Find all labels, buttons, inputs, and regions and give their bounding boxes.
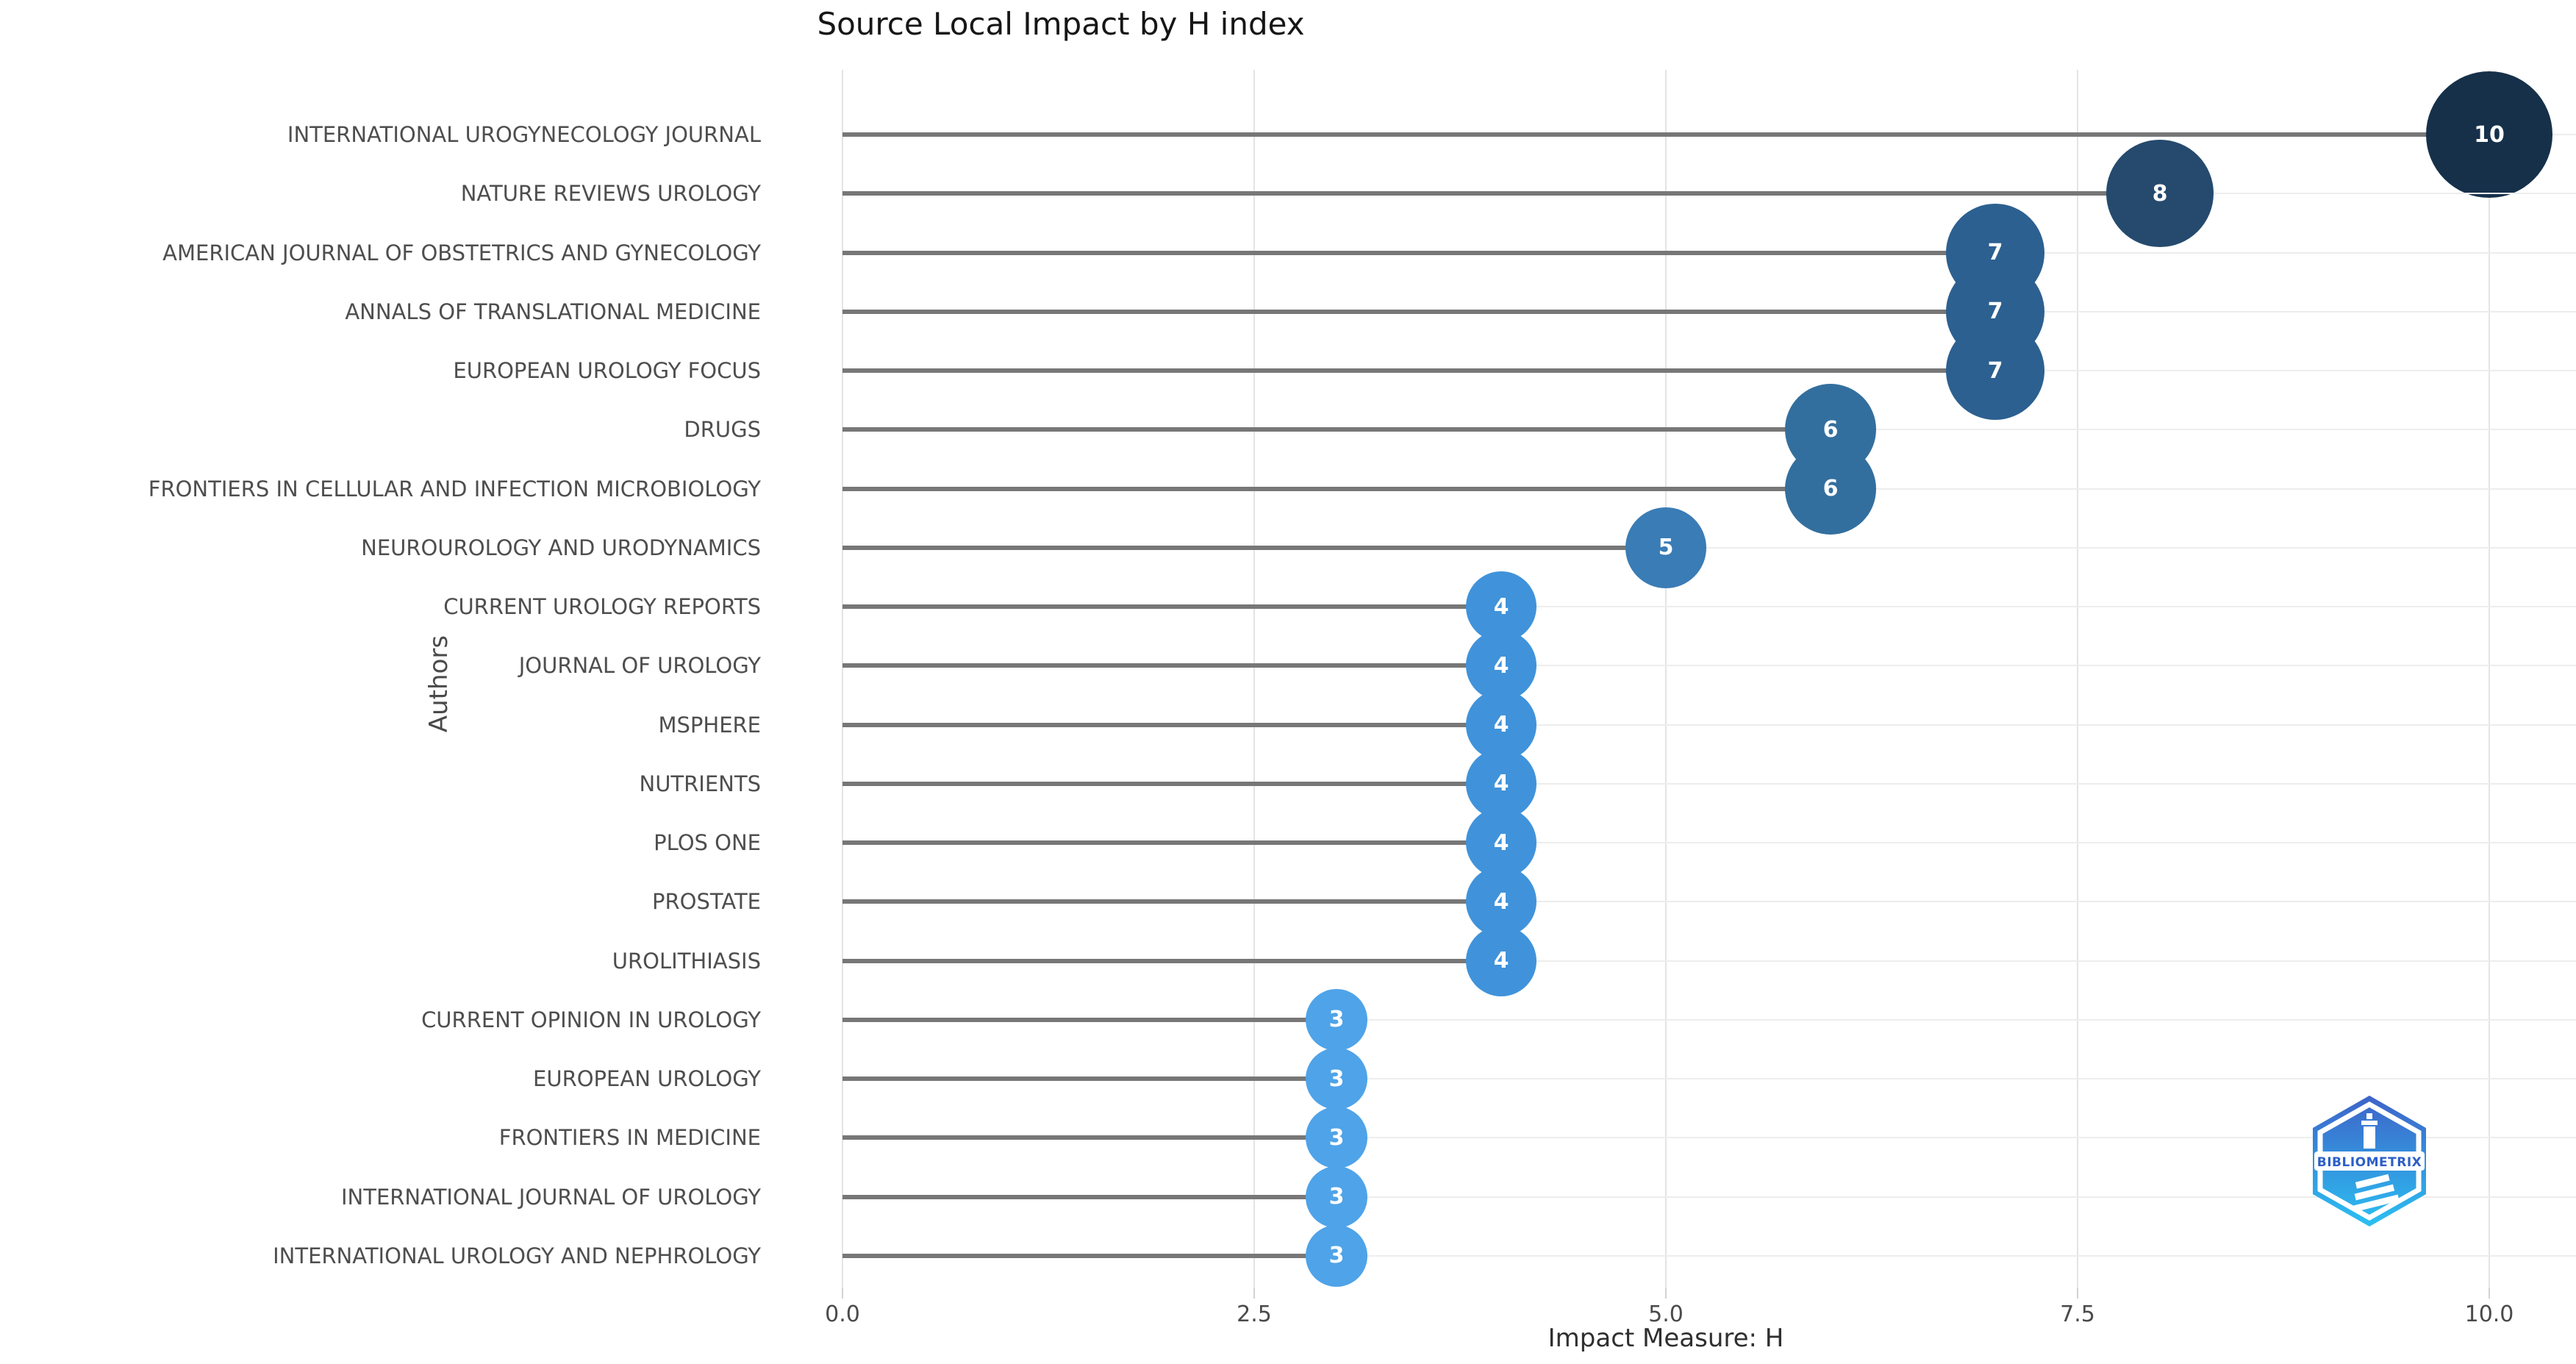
category-label: PROSTATE xyxy=(652,889,761,915)
x-tick-label: 5.0 xyxy=(1648,1301,1684,1327)
category-label: DRUGS xyxy=(684,417,761,443)
lollipop-stem xyxy=(842,191,2160,196)
x-axis-title: Impact Measure: H xyxy=(1548,1324,1784,1353)
lighthouse-icon xyxy=(2353,1113,2400,1213)
lollipop-stem xyxy=(842,1135,1337,1140)
category-label: NUTRIENTS xyxy=(639,771,761,796)
category-label: EUROPEAN UROLOGY FOCUS xyxy=(453,358,761,384)
bibliometrix-logo-hexagon: BIBLIOMETRIX xyxy=(2313,1096,2426,1226)
category-label: NATURE REVIEWS UROLOGY xyxy=(460,181,761,207)
y-gridline xyxy=(842,901,2576,903)
lollipop-stem xyxy=(842,722,1501,727)
y-gridline xyxy=(842,1196,2576,1198)
y-gridline xyxy=(842,842,2576,844)
x-gridline xyxy=(842,70,843,1288)
data-point[interactable]: 4 xyxy=(1466,630,1536,701)
data-point[interactable]: 3 xyxy=(1306,988,1367,1051)
data-point[interactable]: 4 xyxy=(1466,748,1536,819)
data-point[interactable]: 4 xyxy=(1466,866,1536,938)
data-point[interactable]: 7 xyxy=(1946,321,2044,421)
category-label: AMERICAN JOURNAL OF OBSTETRICS AND GYNEC… xyxy=(162,240,761,265)
lollipop-stem xyxy=(842,486,1831,491)
data-point[interactable]: 8 xyxy=(2106,140,2214,248)
x-tick-label: 2.5 xyxy=(1237,1301,1272,1327)
x-gridline xyxy=(1665,70,1667,1288)
chart-title: Source Local Impact by H index xyxy=(817,6,1305,42)
category-label: FRONTIERS IN CELLULAR AND INFECTION MICR… xyxy=(148,476,761,501)
y-gridline xyxy=(842,546,2576,549)
lollipop-stem xyxy=(842,309,1995,314)
data-point[interactable]: 5 xyxy=(1625,507,1706,588)
lollipop-stem xyxy=(842,1017,1337,1022)
lollipop-stem xyxy=(842,132,2489,137)
data-point[interactable]: 10 xyxy=(2426,71,2552,198)
lollipop-stem xyxy=(842,427,1831,432)
x-gridline xyxy=(2077,70,2078,1288)
x-tick-mark xyxy=(1665,1288,1667,1299)
x-tick-mark xyxy=(842,1288,843,1299)
lollipop-stem xyxy=(842,368,1995,374)
x-gridline xyxy=(2489,70,2490,1288)
lollipop-stem xyxy=(842,1076,1337,1082)
category-label: JOURNAL OF UROLOGY xyxy=(518,653,761,679)
bibliometrix-logo: BIBLIOMETRIX xyxy=(2308,1096,2430,1229)
lollipop-stem xyxy=(842,958,1501,963)
x-gridline xyxy=(1253,70,1255,1288)
data-point[interactable]: 6 xyxy=(1785,443,1876,535)
category-label: PLOS ONE xyxy=(654,830,761,856)
data-point[interactable]: 3 xyxy=(1306,1107,1367,1169)
data-point[interactable]: 4 xyxy=(1466,689,1536,760)
data-point[interactable]: 4 xyxy=(1466,925,1536,996)
lollipop-stem xyxy=(842,781,1501,786)
y-gridline xyxy=(842,724,2576,726)
category-label: CURRENT UROLOGY REPORTS xyxy=(443,594,761,620)
x-tick-mark xyxy=(2077,1288,2078,1299)
lollipop-stem xyxy=(842,604,1501,610)
y-gridline xyxy=(842,606,2576,608)
data-point[interactable]: 3 xyxy=(1306,1165,1367,1228)
lollipop-stem xyxy=(842,545,1666,550)
category-label: INTERNATIONAL UROGYNECOLOGY JOURNAL xyxy=(287,122,761,147)
lollipop-stem xyxy=(842,663,1501,668)
x-tick-label: 0.0 xyxy=(825,1301,860,1327)
category-label: INTERNATIONAL UROLOGY AND NEPHROLOGY xyxy=(273,1243,761,1268)
data-point[interactable]: 3 xyxy=(1306,1224,1367,1287)
data-point[interactable]: 4 xyxy=(1466,571,1536,643)
y-gridline xyxy=(842,1137,2576,1139)
data-point[interactable]: 3 xyxy=(1306,1048,1367,1110)
y-gridline xyxy=(842,665,2576,667)
bibliometrix-logo-text: BIBLIOMETRIX xyxy=(2317,1155,2422,1170)
y-axis-title: Authors xyxy=(424,635,454,733)
category-label: EUROPEAN UROLOGY xyxy=(533,1066,761,1092)
y-gridline xyxy=(842,1018,2576,1021)
y-gridline xyxy=(842,1254,2576,1257)
category-label: INTERNATIONAL JOURNAL OF UROLOGY xyxy=(341,1184,761,1210)
lollipop-stem xyxy=(842,1194,1337,1199)
y-gridline xyxy=(842,960,2576,962)
x-tick-label: 10.0 xyxy=(2464,1301,2514,1327)
category-label: CURRENT OPINION IN UROLOGY xyxy=(421,1007,761,1032)
category-label: MSPHERE xyxy=(658,712,761,738)
x-tick-mark xyxy=(2489,1288,2490,1299)
category-label: ANNALS OF TRANSLATIONAL MEDICINE xyxy=(345,299,761,324)
data-point[interactable]: 4 xyxy=(1466,807,1536,879)
y-gridline xyxy=(842,1078,2576,1080)
category-label: UROLITHIASIS xyxy=(612,948,761,974)
x-tick-mark xyxy=(1253,1288,1255,1299)
category-label: FRONTIERS IN MEDICINE xyxy=(498,1125,761,1151)
lollipop-stem xyxy=(842,840,1501,846)
lollipop-stem xyxy=(842,899,1501,904)
x-tick-label: 7.5 xyxy=(2060,1301,2095,1327)
lollipop-stem xyxy=(842,250,1995,255)
lollipop-stem xyxy=(842,1253,1337,1258)
y-gridline xyxy=(842,782,2576,785)
category-label: NEUROUROLOGY AND URODYNAMICS xyxy=(361,535,761,560)
